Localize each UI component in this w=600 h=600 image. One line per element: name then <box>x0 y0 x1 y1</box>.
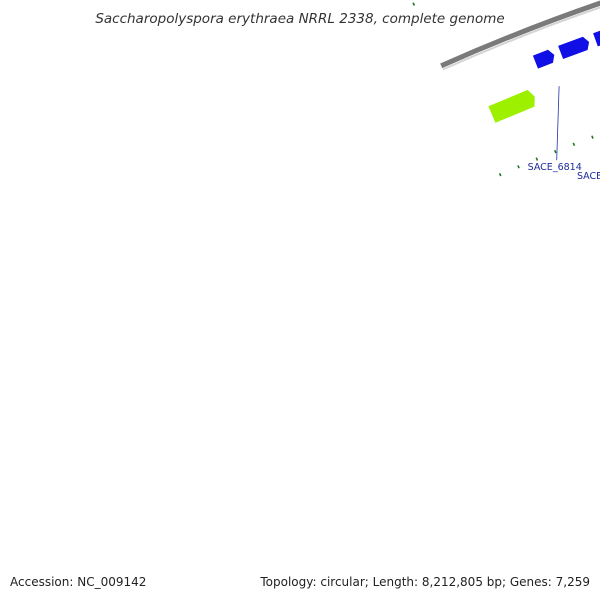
feature-track <box>532 30 600 69</box>
gc-tick-inner <box>498 173 502 177</box>
cds-block <box>558 36 590 59</box>
highlight-gene-block <box>488 89 535 123</box>
highlight-feature <box>488 89 535 123</box>
gc-tick-outer <box>412 2 416 6</box>
gene-label: SACE_6814 <box>528 162 582 173</box>
gene-label: SACE_6815 <box>577 171 600 182</box>
gene-labels: SACE_6814SACE_6815SACE_6816rplOrpmDrpsEr… <box>528 86 600 182</box>
map-title: Saccharopolyspora erythraea NRRL 2338, c… <box>95 11 504 27</box>
cds-block <box>532 49 555 69</box>
gc-tick-inner <box>517 165 520 169</box>
gc-tick-inner <box>591 135 594 139</box>
gc-tick-inner <box>554 149 557 154</box>
gc-tick-inner <box>535 157 539 161</box>
gene-leader-line <box>556 86 560 161</box>
cds-block <box>593 30 600 47</box>
gc-skew-track <box>412 2 594 177</box>
gc-tick-inner <box>572 142 576 146</box>
accession-text: Accession: NC_009142 <box>10 575 146 589</box>
topology-text: Topology: circular; Length: 8,212,805 bp… <box>259 575 590 589</box>
backbone-line <box>440 0 600 69</box>
